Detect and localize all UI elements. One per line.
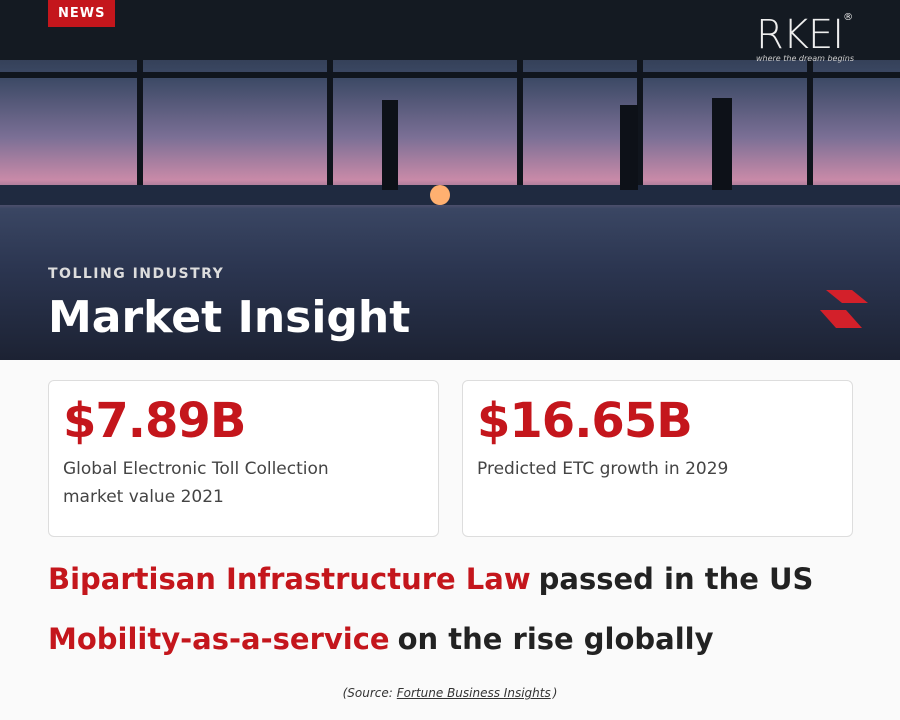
headline: Bipartisan Infrastructure Law passed in t…	[48, 562, 813, 596]
source-link[interactable]: Fortune Business Insights	[396, 686, 551, 700]
source-prefix: (Source:	[342, 686, 393, 700]
stat-caption: Global Electronic Toll Collection market…	[63, 459, 329, 507]
source-suffix: )	[552, 686, 558, 700]
logo-name: RKEI	[755, 12, 844, 58]
sun	[430, 185, 450, 205]
brand-chevron	[820, 290, 868, 328]
hero-banner: NEWS RKEI® where the dream begins TOLLIN…	[0, 0, 900, 360]
headline-rest: passed in the US	[538, 562, 814, 596]
stat-figure: $7.89B	[63, 393, 246, 449]
logo-tagline: where the dream begins	[755, 54, 854, 63]
source: (Source: Fortune Business Insights)	[0, 686, 900, 700]
headline-rest: on the rise globally	[397, 622, 714, 656]
kicker: TOLLING INDUSTRY	[48, 266, 225, 282]
ceiling	[0, 0, 900, 60]
headline-highlight: Mobility-as-a-service	[48, 622, 390, 656]
silhouettes	[382, 98, 732, 190]
headline-highlight: Bipartisan Infrastructure Law	[48, 562, 531, 596]
news-badge: NEWS	[48, 0, 116, 27]
window-frames	[0, 60, 900, 200]
logo-mark: ®	[843, 12, 854, 23]
headline: Mobility-as-a-service on the rise globall…	[48, 622, 714, 656]
stat-figure: $16.65B	[477, 393, 693, 449]
stat-card: $16.65B Predicted ETC growth in 2029	[462, 380, 853, 537]
stat-card: $7.89B Global Electronic Toll Collection…	[48, 380, 439, 537]
logo: RKEI® where the dream begins	[756, 12, 854, 63]
title: Market Insight	[48, 292, 411, 343]
hero-image	[0, 0, 900, 328]
stat-caption: Predicted ETC growth in 2029	[477, 459, 729, 479]
